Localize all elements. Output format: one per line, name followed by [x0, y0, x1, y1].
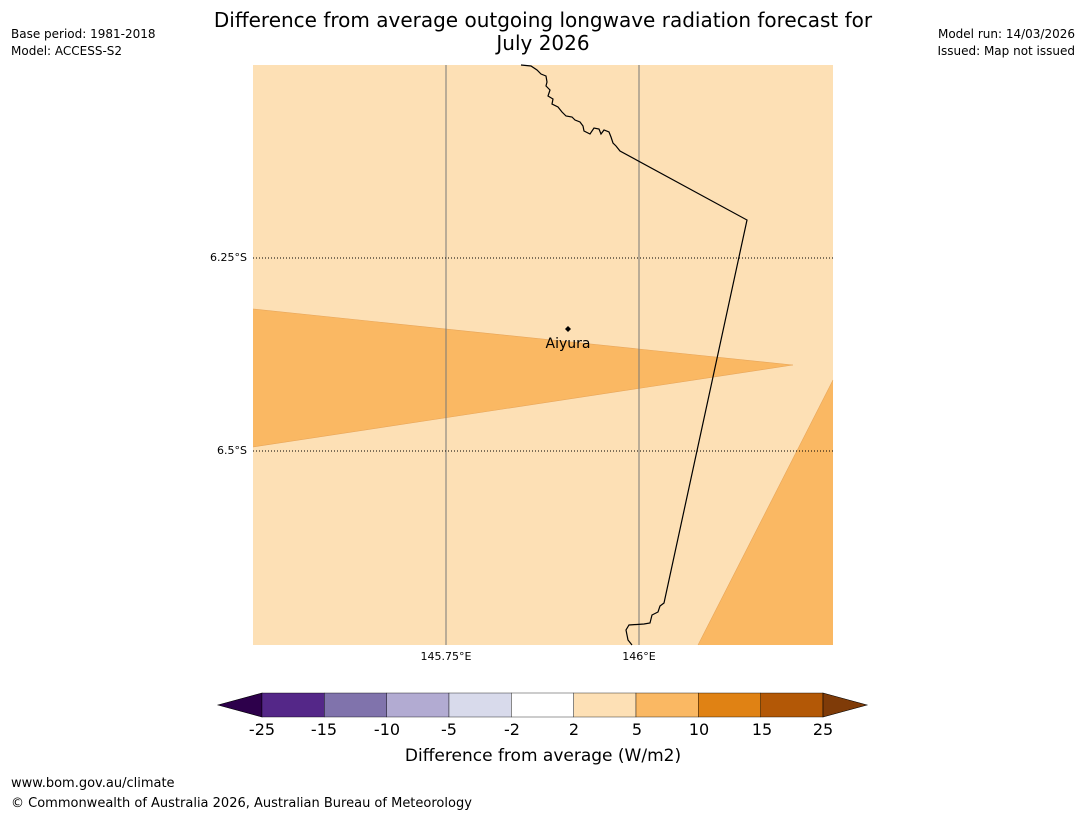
- model-label: Model: ACCESS-S2: [11, 44, 123, 58]
- colorbar-tick-label: -25: [248, 720, 276, 739]
- colorbar-over-arrow: [822, 692, 869, 718]
- lat-label-6-25s: 6.25°S: [210, 251, 247, 264]
- model-run-label: Model run: 14/03/2026: [937, 27, 1075, 41]
- footer-url: www.bom.gov.au/climate: [11, 776, 175, 791]
- contour-line: [697, 379, 834, 646]
- aiyura-marker-icon: [565, 326, 571, 332]
- colorbar-tick-label: -15: [310, 720, 338, 739]
- colorbar-tick-label: -10: [373, 720, 401, 739]
- anomaly-fill-5-to-10-west: [253, 309, 793, 447]
- map-panel: [252, 64, 834, 646]
- colorbar-tick-label: 2: [568, 720, 580, 739]
- colorbar-tick-label: 10: [688, 720, 710, 739]
- colorbar-bin: [448, 692, 512, 718]
- colorbar-bin: [573, 692, 637, 718]
- colorbar-bin: [324, 692, 387, 718]
- colorbar-tick-label: 5: [631, 720, 643, 739]
- lon-label-146e: 146°E: [622, 650, 656, 663]
- colorbar-under-arrow: [216, 692, 263, 718]
- colorbar-bin: [698, 692, 761, 718]
- contour-line: [252, 364, 794, 448]
- place-label-aiyura: Aiyura: [545, 336, 591, 352]
- colorbar-bin: [760, 692, 824, 718]
- contour-line: [252, 308, 794, 366]
- map-title-line-1: Difference from average outgoing longwav…: [213, 8, 873, 32]
- lon-label-145-75e: 145.75°E: [420, 650, 472, 663]
- colorbar-tick-label: -2: [504, 720, 520, 739]
- map-title-line-2: July 2026: [496, 31, 590, 55]
- colorbar-bin: [386, 692, 450, 718]
- colorbar-tick-label: -5: [441, 720, 457, 739]
- colorbar-bin: [511, 692, 574, 718]
- boundary-line: [520, 64, 748, 646]
- base-period-label: Base period: 1981-2018: [11, 27, 156, 41]
- colorbar-bin: [635, 692, 699, 718]
- colorbar-tick-label: 25: [812, 720, 834, 739]
- footer-copyright: © Commonwealth of Australia 2026, Austra…: [11, 796, 472, 811]
- colorbar-tick-label: 15: [751, 720, 773, 739]
- colorbar-caption: Difference from average (W/m2): [404, 746, 682, 766]
- issued-label: Issued: Map not issued: [937, 44, 1075, 58]
- colorbar-bin: [261, 692, 325, 718]
- lat-label-6-5s: 6.5°S: [217, 444, 247, 457]
